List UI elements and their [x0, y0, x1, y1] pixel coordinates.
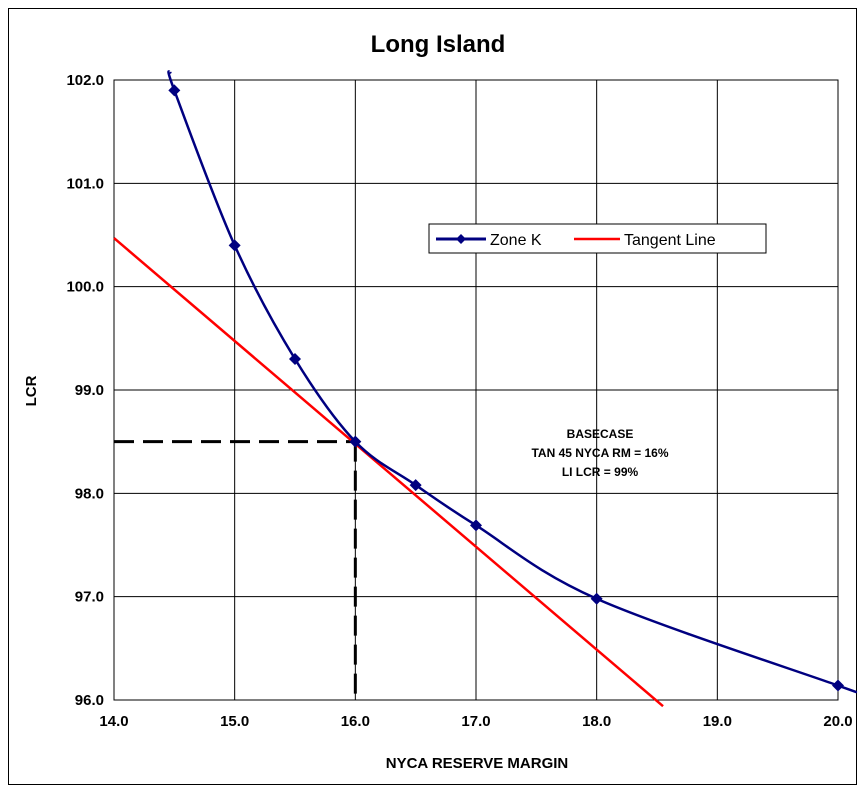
legend-marker-zone-k — [456, 234, 466, 244]
y-tick-label: 102.0 — [66, 72, 104, 89]
basecase-annotation: BASECASE TAN 45 NYCA RM = 16% LI LCR = 9… — [531, 427, 668, 479]
y-tick-label: 96.0 — [75, 692, 104, 709]
y-tick-label: 99.0 — [75, 382, 104, 399]
zone-k-marker — [289, 353, 301, 365]
chart-title: Long Island — [371, 31, 506, 58]
zone-k-marker — [349, 435, 362, 448]
x-tick-labels: 14.0 15.0 16.0 17.0 18.0 19.0 20.0 — [99, 713, 852, 730]
zone-k-marker — [470, 519, 482, 532]
legend-label-zone-k: Zone K — [490, 232, 542, 249]
y-tick-label: 97.0 — [75, 589, 104, 606]
x-axis-label: NYCA RESERVE MARGIN — [386, 755, 569, 772]
x-tick-label: 20.0 — [823, 713, 852, 730]
reference-lines — [114, 440, 357, 700]
zone-k-marker — [168, 84, 181, 97]
series-lines — [113, 70, 857, 708]
x-tick-label: 19.0 — [703, 713, 732, 730]
x-tick-label: 15.0 — [220, 713, 249, 730]
series-markers — [168, 84, 844, 692]
zone-k-marker — [228, 239, 241, 252]
zone-k-marker — [409, 479, 422, 492]
annotation-line-3: LI LCR = 99% — [562, 465, 639, 479]
y-tick-label: 100.0 — [66, 279, 104, 296]
grid-lines — [113, 79, 839, 701]
annotation-line-2: TAN 45 NYCA RM = 16% — [531, 446, 668, 460]
x-tick-label: 17.0 — [461, 713, 490, 730]
legend-label-tangent-line: Tangent Line — [624, 232, 716, 249]
chart-frame — [8, 8, 857, 785]
y-tick-label: 101.0 — [66, 175, 104, 192]
x-tick-label: 14.0 — [99, 713, 128, 730]
zone-k-line — [167, 70, 857, 694]
tangent-line — [113, 237, 664, 708]
annotation-line-1: BASECASE — [567, 427, 634, 441]
y-axis-label: LCR — [23, 375, 40, 406]
plot-area — [113, 79, 839, 701]
zone-k-marker — [590, 592, 603, 605]
x-tick-label: 16.0 — [341, 713, 370, 730]
y-tick-labels: 96.0 97.0 98.0 99.0 100.0 101.0 102.0 — [66, 72, 104, 709]
x-tick-label: 18.0 — [582, 713, 611, 730]
y-tick-label: 98.0 — [75, 485, 104, 502]
zone-k-marker — [832, 679, 844, 692]
legend: Zone K Tangent Line — [428, 223, 767, 254]
